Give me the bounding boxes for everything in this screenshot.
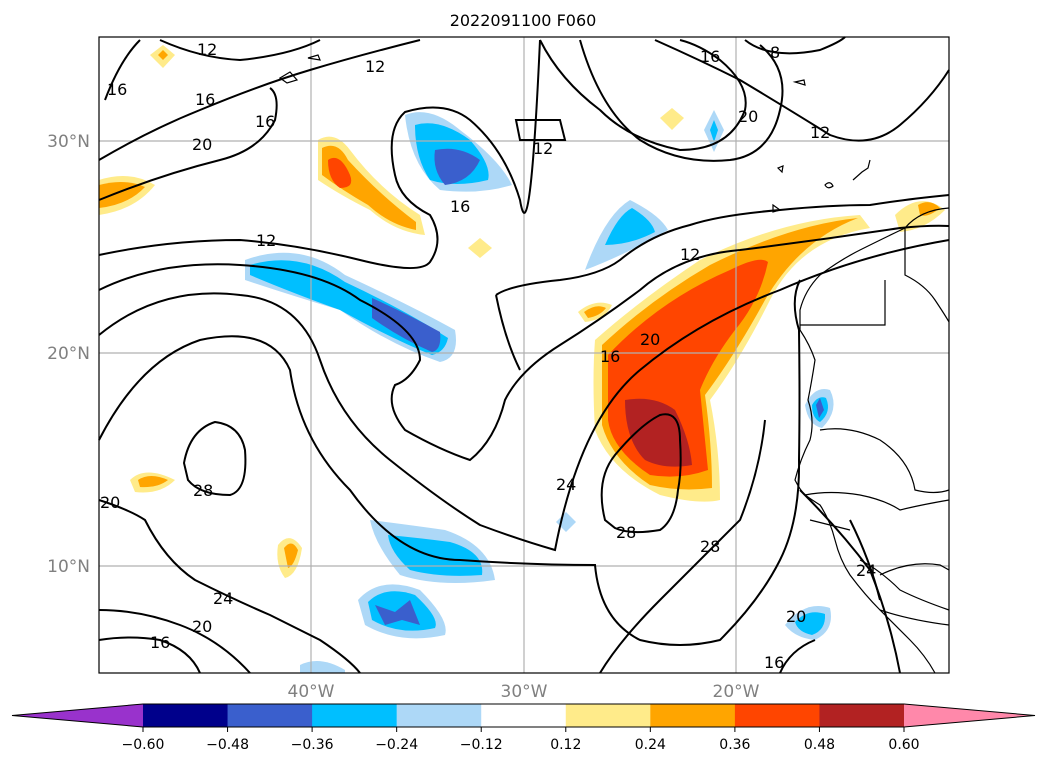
svg-text:20: 20 [786,607,806,626]
svg-text:20: 20 [192,617,212,636]
colorbar-segment [565,704,651,727]
colorbar-tick-label: 0.60 [888,737,919,753]
height-contours [98,36,950,674]
svg-text:16: 16 [107,80,127,99]
svg-text:12: 12 [810,123,830,142]
svg-text:28: 28 [700,537,720,556]
lat-label-30n: 30°N [47,132,90,152]
colorbar-extend-high [904,704,1035,727]
svg-text:24: 24 [213,589,233,608]
colorbar-segment [650,704,736,727]
svg-text:24: 24 [856,561,876,580]
colorbar-segment [481,704,567,727]
svg-text:12: 12 [365,57,385,76]
colorbar: −0.60 −0.48 −0.36 −0.24 −0.12 0.12 0.24 0.36 0.4… [11,703,1036,753]
map-frame [98,36,950,674]
colorbar-tick-label: −0.36 [291,737,334,753]
colorbar-segment [312,704,398,727]
colorbar-tick-label: 0.48 [804,737,835,753]
svg-text:16: 16 [450,197,470,216]
colorbar-extend-low [12,704,143,727]
colorbar-tick-label: −0.48 [206,737,249,753]
warm-streak-nw-red [328,157,352,188]
svg-text:12: 12 [197,40,217,59]
coastlines [278,54,950,674]
colorbar-tick-label: 0.12 [550,737,581,753]
colorbar-segment [734,704,820,727]
svg-text:12: 12 [680,245,700,264]
svg-text:28: 28 [616,523,636,542]
lon-label-30w: 30°W [501,682,548,702]
svg-text:8: 8 [770,43,780,62]
svg-text:20: 20 [192,135,212,154]
svg-text:20: 20 [640,330,660,349]
colorbar-tick-label: −0.24 [375,737,418,753]
lon-label-20w: 20°W [713,682,760,702]
svg-text:12: 12 [256,231,276,250]
svg-text:24: 24 [556,475,576,494]
colorbar-tick-label: −0.12 [460,737,503,753]
svg-text:16: 16 [600,347,620,366]
lat-label-10n: 10°N [47,557,90,577]
colorbar-segment [143,704,229,727]
svg-text:20: 20 [100,493,120,512]
svg-text:28: 28 [193,481,213,500]
warm-blob-left-orange [99,181,145,208]
colorbar-tick-label: 0.24 [635,737,666,753]
svg-text:16: 16 [255,112,275,131]
svg-text:16: 16 [764,653,784,672]
svg-text:16: 16 [150,633,170,652]
graticule [99,37,949,673]
colorbar-segment [396,704,482,727]
warm-plume-darkred [625,398,692,467]
contour-labels: 12 12 16 16 16 20 12 16 12 12 16 20 24 2… [100,40,876,672]
lon-label-40w: 40°W [288,682,335,702]
svg-text:16: 16 [195,90,215,109]
colorbar-tick-label: −0.60 [122,737,165,753]
colorbar-segment [227,704,313,727]
svg-text:12: 12 [533,139,553,158]
map-title: 2022091100 F060 [450,11,597,30]
colorbar-tick-label: 0.36 [719,737,750,753]
lat-label-20n: 20°N [47,344,90,364]
colorbar-segment [819,704,905,727]
svg-text:16: 16 [700,47,720,66]
svg-text:20: 20 [738,107,758,126]
